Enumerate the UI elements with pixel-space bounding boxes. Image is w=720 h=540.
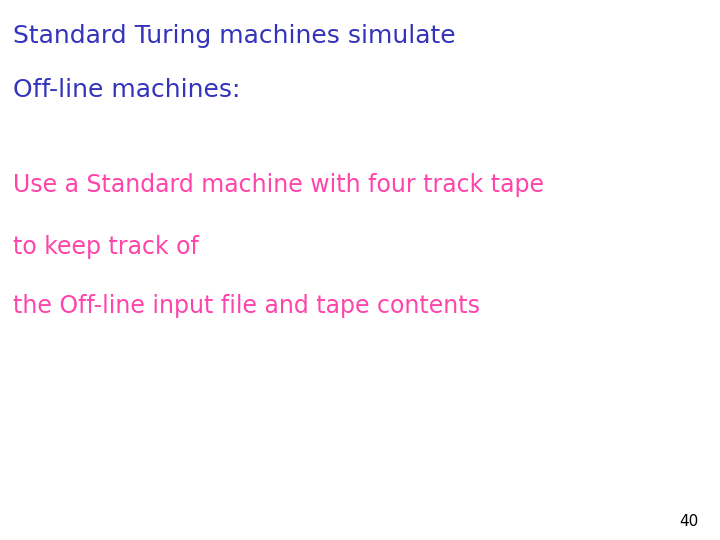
Text: 40: 40 — [679, 514, 698, 529]
Text: the Off-line input file and tape contents: the Off-line input file and tape content… — [13, 294, 480, 318]
Text: Standard Turing machines simulate: Standard Turing machines simulate — [13, 24, 456, 48]
Text: Use a Standard machine with four track tape: Use a Standard machine with four track t… — [13, 173, 544, 197]
Text: Off-line machines:: Off-line machines: — [13, 78, 240, 102]
Text: to keep track of: to keep track of — [13, 235, 199, 259]
